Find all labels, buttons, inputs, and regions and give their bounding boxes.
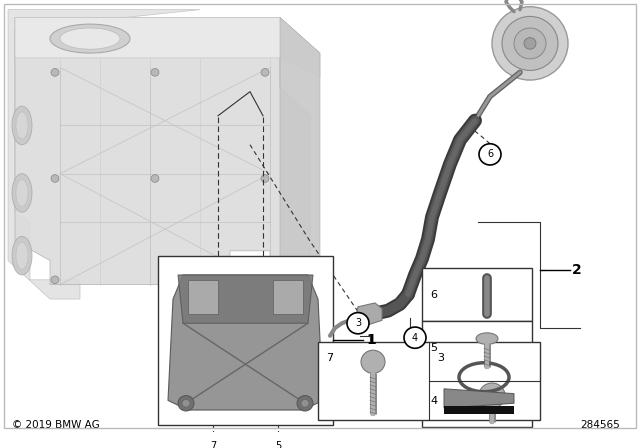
Circle shape (404, 327, 426, 348)
Text: 284565: 284565 (580, 419, 620, 430)
Circle shape (261, 175, 269, 182)
Text: 7: 7 (210, 441, 216, 448)
Ellipse shape (476, 333, 498, 345)
Text: 7: 7 (326, 353, 333, 363)
Ellipse shape (60, 28, 120, 49)
Bar (158, 256, 333, 425)
Circle shape (361, 350, 385, 373)
Text: 3: 3 (437, 353, 444, 363)
Text: 5: 5 (275, 441, 281, 448)
Polygon shape (15, 17, 320, 77)
Bar (422, 375, 532, 427)
Circle shape (492, 7, 568, 80)
Circle shape (178, 396, 194, 411)
Polygon shape (15, 17, 310, 284)
Circle shape (524, 38, 536, 49)
Ellipse shape (16, 180, 28, 207)
Circle shape (51, 69, 59, 76)
Ellipse shape (16, 242, 28, 269)
Circle shape (514, 28, 546, 59)
Circle shape (151, 175, 159, 182)
Polygon shape (444, 389, 514, 408)
Circle shape (261, 69, 269, 76)
Ellipse shape (12, 174, 32, 212)
Circle shape (479, 383, 505, 408)
Polygon shape (168, 275, 323, 410)
Bar (444, 406, 514, 414)
Bar (318, 342, 540, 420)
Text: © 2019 BMW AG: © 2019 BMW AG (12, 419, 100, 430)
Circle shape (151, 69, 159, 76)
Circle shape (51, 175, 59, 182)
Polygon shape (178, 275, 313, 323)
Text: 2: 2 (572, 263, 582, 277)
Bar (422, 268, 532, 321)
Circle shape (182, 400, 190, 407)
Bar (422, 321, 532, 375)
Bar (273, 280, 303, 314)
Circle shape (297, 396, 313, 411)
Text: 6: 6 (430, 290, 437, 300)
Text: 4: 4 (412, 333, 418, 343)
Ellipse shape (12, 106, 32, 145)
Circle shape (203, 436, 223, 448)
Text: 1: 1 (366, 332, 376, 347)
Circle shape (502, 17, 558, 70)
Text: 6: 6 (487, 149, 493, 159)
Circle shape (261, 276, 269, 284)
Text: 4: 4 (430, 396, 437, 406)
Circle shape (301, 400, 309, 407)
Text: 5: 5 (430, 343, 437, 353)
Polygon shape (8, 10, 200, 299)
Circle shape (479, 144, 501, 165)
Ellipse shape (16, 112, 28, 139)
Ellipse shape (12, 237, 32, 275)
Text: 3: 3 (355, 318, 361, 328)
Circle shape (268, 436, 288, 448)
Polygon shape (280, 17, 320, 284)
Circle shape (51, 276, 59, 284)
Bar (188, 280, 218, 314)
Polygon shape (355, 303, 382, 324)
Circle shape (347, 313, 369, 334)
Ellipse shape (50, 24, 130, 53)
